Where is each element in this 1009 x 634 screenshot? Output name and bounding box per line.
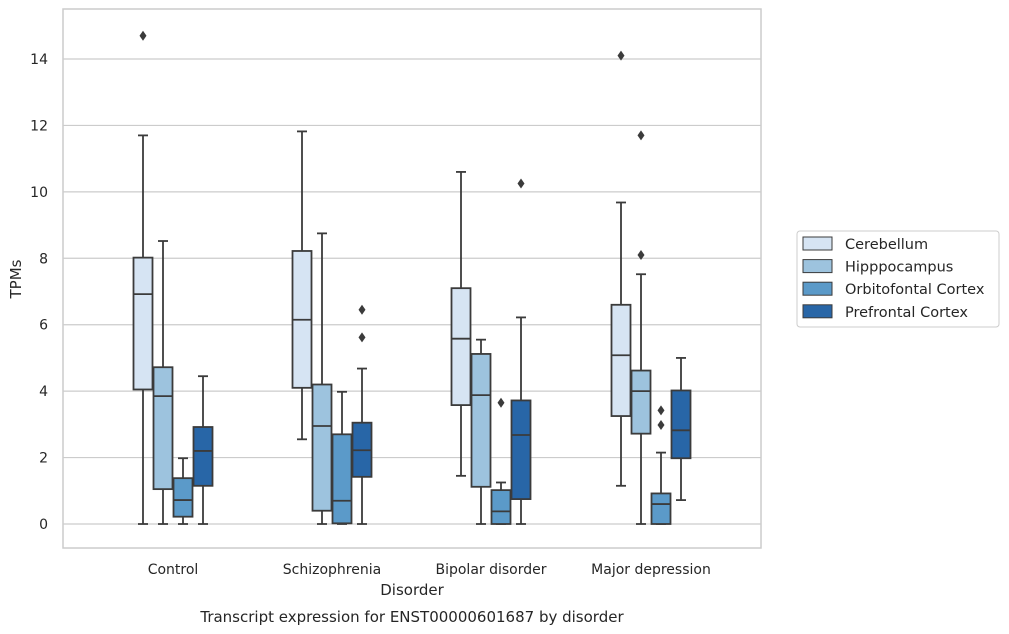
legend-label: Hipppocampus (845, 260, 953, 276)
outlier-point (358, 332, 366, 343)
iqr-box (470, 353, 492, 488)
iqr-box (192, 426, 214, 487)
plot-frame (62, 8, 762, 549)
y-tick-label: 6 (39, 318, 48, 334)
iqr-box (311, 383, 333, 512)
legend-swatch (802, 304, 833, 319)
box-prefrontal-cortex-0 (192, 375, 214, 525)
y-tick-label: 12 (30, 118, 48, 134)
chart-caption: Transcript expression for ENST0000060168… (199, 608, 624, 626)
outlier-point (517, 178, 525, 189)
y-axis-title: TPMs (7, 259, 25, 299)
outlier-point (657, 405, 665, 416)
legend-swatch (802, 236, 833, 251)
box-prefrontal-cortex-2 (510, 178, 532, 525)
iqr-box (331, 433, 353, 525)
box-cerebellum-0 (132, 30, 154, 525)
box-cerebellum-2 (450, 171, 472, 477)
box-prefrontal-cortex-1 (351, 304, 373, 525)
iqr-box (650, 492, 672, 525)
y-tick-label: 4 (39, 384, 48, 400)
outlier-point (497, 397, 505, 408)
box-hipppocampus-1 (311, 232, 333, 525)
boxes-layer (132, 30, 692, 525)
box-prefrontal-cortex-3 (670, 357, 692, 501)
x-axis-title: Disorder (380, 581, 444, 599)
box-hipppocampus-0 (152, 240, 174, 525)
iqr-box (510, 399, 532, 500)
outlier-point (657, 420, 665, 431)
outlier-point (637, 130, 645, 141)
iqr-box (670, 389, 692, 460)
box-hipppocampus-2 (470, 338, 492, 525)
iqr-box (610, 303, 632, 417)
box-orbitofontal-cortex-0 (172, 457, 194, 525)
y-tick-label: 10 (30, 185, 48, 201)
box-cerebellum-1 (291, 130, 313, 441)
outlier-point (139, 30, 147, 41)
iqr-box (450, 287, 472, 406)
legend-label: Orbitofontal Cortex (845, 282, 985, 298)
box-orbitofontal-cortex-2 (490, 397, 512, 525)
y-tick-labels: 0 2 4 6 8 10 12 14 (30, 52, 48, 533)
legend-swatch (802, 281, 833, 296)
y-tick-label: 0 (39, 517, 48, 533)
x-tick-label: Major depression (591, 562, 711, 578)
outlier-point (637, 249, 645, 260)
box-hipppocampus-3 (630, 130, 652, 525)
iqr-box (132, 256, 154, 391)
box-cerebellum-3 (610, 50, 632, 487)
y-tick-label: 8 (39, 251, 48, 267)
legend-label: Prefrontal Cortex (845, 305, 968, 321)
legend: Cerebellum Hipppocampus Orbitofontal Corte… (796, 230, 1000, 328)
x-tick-labels: Control Schizophrenia Bipolar disorder Majo… (148, 562, 711, 578)
iqr-box (490, 489, 512, 525)
legend-label: Cerebellum (845, 237, 928, 253)
legend-frame (796, 230, 1000, 328)
outlier-point (358, 304, 366, 315)
iqr-box (630, 369, 652, 435)
y-tick-label: 2 (39, 451, 48, 467)
iqr-box (152, 366, 174, 491)
iqr-box (172, 477, 194, 518)
outlier-point (617, 50, 625, 61)
y-tick-label: 14 (30, 52, 48, 68)
box-orbitofontal-cortex-3 (650, 405, 672, 525)
x-tick-label: Schizophrenia (283, 562, 381, 578)
x-tick-label: Control (148, 562, 199, 578)
x-tick-label: Bipolar disorder (435, 562, 546, 578)
legend-swatch (802, 259, 833, 274)
box-orbitofontal-cortex-1 (331, 390, 353, 525)
